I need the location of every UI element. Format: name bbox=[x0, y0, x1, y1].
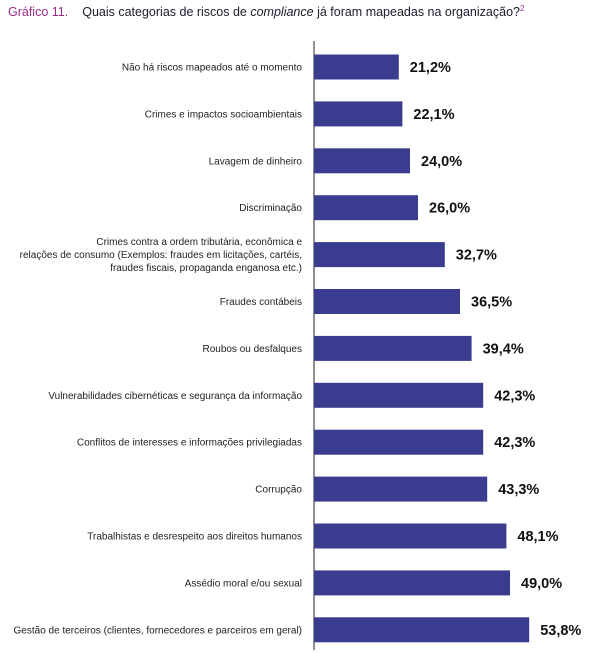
category-label: Crimes contra a ordem tributária, econôm… bbox=[96, 237, 302, 248]
data-label: 39,4% bbox=[483, 341, 524, 357]
title-footnote-marker: 2 bbox=[519, 4, 525, 13]
data-label: 53,8% bbox=[540, 623, 581, 639]
category-label: Vulnerabilidades cibernéticas e seguranç… bbox=[48, 391, 302, 402]
title-text-end: já foram mapeadas na organização? bbox=[313, 5, 520, 20]
bar bbox=[314, 382, 484, 408]
category-label: Assédio moral e/ou sexual bbox=[185, 578, 302, 589]
category-label: Corrupção bbox=[255, 485, 302, 496]
category-label: Conflitos de interesses e informações pr… bbox=[77, 438, 302, 449]
data-label: 49,0% bbox=[521, 576, 562, 592]
category-label: Gestão de terceiros (clientes, fornecedo… bbox=[14, 625, 302, 636]
category-label: Não há riscos mapeados até o momento bbox=[122, 63, 303, 74]
title-text-start: Quais categorias de riscos de bbox=[82, 5, 251, 20]
bar bbox=[314, 335, 472, 361]
data-label: 42,3% bbox=[494, 388, 535, 404]
bar bbox=[314, 523, 507, 549]
title-emphasis: compliance bbox=[250, 5, 314, 20]
figure-number: Gráfico 11. bbox=[8, 5, 69, 20]
category-label: Fraudes contábeis bbox=[220, 297, 302, 308]
bar bbox=[314, 195, 418, 221]
bar bbox=[314, 617, 530, 643]
data-label: 22,1% bbox=[413, 107, 454, 123]
category-label: relações de consumo (Exemplos: fraudes e… bbox=[20, 250, 302, 261]
bar bbox=[314, 289, 460, 314]
data-label: 21,2% bbox=[410, 60, 451, 76]
bar bbox=[314, 148, 410, 174]
data-label: 36,5% bbox=[471, 295, 512, 311]
category-label: fraudes fiscais, propaganda enganosa etc… bbox=[110, 263, 302, 274]
bar bbox=[314, 476, 488, 502]
bar bbox=[314, 54, 399, 80]
data-label: 48,1% bbox=[517, 529, 558, 545]
data-label: 42,3% bbox=[494, 435, 535, 451]
bar bbox=[314, 242, 445, 268]
data-label: 26,0% bbox=[429, 201, 470, 217]
bar bbox=[314, 570, 510, 596]
category-label: Discriminação bbox=[239, 203, 302, 214]
category-label: Roubos ou desfalques bbox=[202, 344, 302, 355]
chart-title: Quais categorias de riscos de compliance… bbox=[82, 4, 525, 20]
bar bbox=[314, 101, 403, 127]
chart-header: Gráfico 11. Quais categorias de riscos de… bbox=[8, 4, 524, 19]
category-label: Trabalhistas e desrespeito aos direitos … bbox=[87, 532, 302, 543]
category-label: Lavagem de dinheiro bbox=[209, 156, 303, 167]
data-label: 43,3% bbox=[498, 482, 539, 498]
bar bbox=[314, 429, 484, 455]
category-label: Crimes e impactos socioambientais bbox=[145, 109, 302, 120]
data-label: 24,0% bbox=[421, 154, 462, 170]
data-label: 32,7% bbox=[456, 248, 497, 264]
